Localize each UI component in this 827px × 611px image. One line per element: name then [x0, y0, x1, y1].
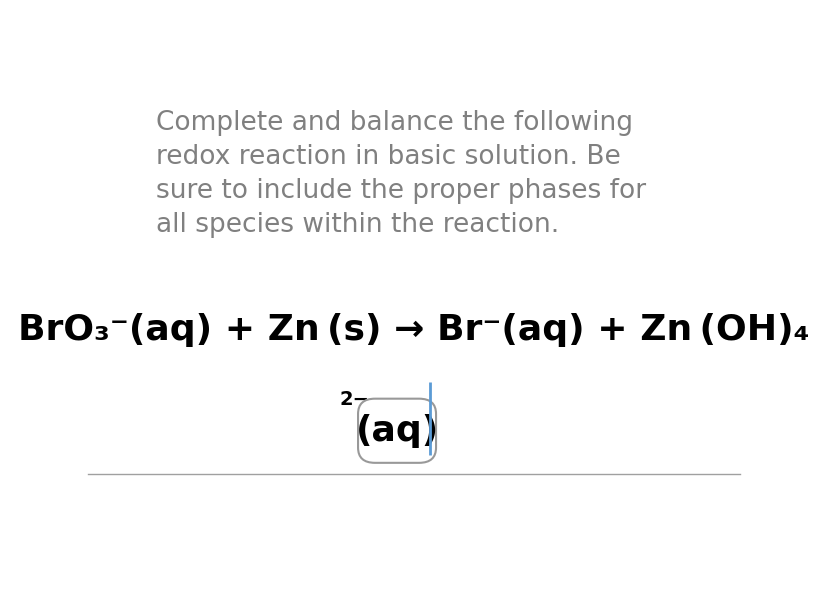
Text: BrO₃⁻(aq) + Zn (s) → Br⁻(aq) + Zn (OH)₄: BrO₃⁻(aq) + Zn (s) → Br⁻(aq) + Zn (OH)₄ — [18, 313, 809, 347]
Text: Complete and balance the following
redox reaction in basic solution. Be
sure to : Complete and balance the following redox… — [156, 110, 646, 238]
Text: (aq): (aq) — [355, 414, 438, 448]
Text: 2−: 2− — [340, 390, 370, 409]
FancyBboxPatch shape — [357, 398, 436, 463]
